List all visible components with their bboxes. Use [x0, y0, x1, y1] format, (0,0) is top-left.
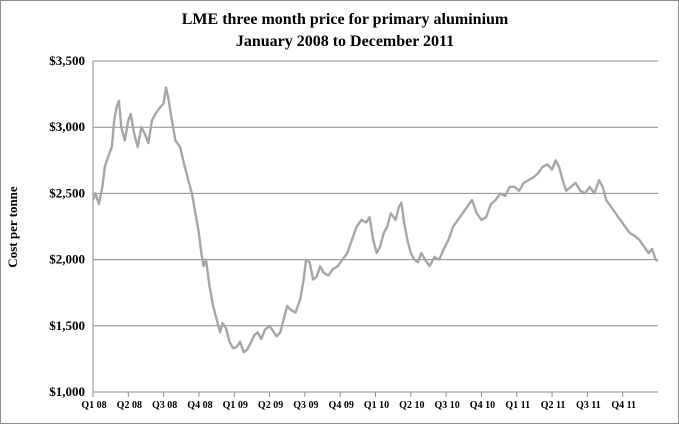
x-tick-label: Q1 09	[223, 400, 248, 411]
x-tick-label: Q1 08	[81, 400, 106, 411]
series-group	[91, 86, 659, 354]
x-tick-label: Q4 09	[329, 400, 354, 411]
chart-subtitle: January 2008 to December 2011	[236, 33, 454, 50]
x-tick-label: Q3 08	[152, 400, 177, 411]
x-tick-label: Q4 11	[611, 400, 636, 411]
x-tick-label: Q3 11	[576, 400, 601, 411]
x-tick-label: Q4 08	[187, 400, 212, 411]
y-tick-label: $1,000	[49, 384, 85, 399]
y-axis-label: Cost per tonne	[5, 186, 20, 268]
x-tick-label: Q2 09	[258, 400, 283, 411]
x-tick-label: Q1 11	[505, 400, 530, 411]
y-tick-label: $3,000	[49, 119, 85, 134]
y-tick-label: $1,500	[49, 318, 85, 333]
x-tick-label: Q3 09	[293, 400, 318, 411]
x-tick-label: Q3 10	[434, 400, 459, 411]
x-tick-label: Q2 08	[117, 400, 142, 411]
y-tick-labels: $1,000 $1,500 $2,000 $2,500 $3,000 $3,500	[49, 53, 85, 399]
x-tick-label: Q2 10	[399, 400, 424, 411]
y-tick-label: $3,500	[49, 53, 85, 68]
x-tick-label: Q4 10	[470, 400, 495, 411]
x-tick-labels: Q1 08 Q2 08 Q3 08 Q4 08 Q1 09 Q2 09 Q3 09 Q4 09…	[81, 392, 636, 411]
chart-title: LME three month price for primary alumin…	[182, 11, 509, 28]
x-tick-label: Q1 10	[364, 400, 389, 411]
x-tick-label: Q2 11	[541, 400, 566, 411]
y-tick-label: $2,500	[49, 185, 85, 200]
y-tick-label: $2,000	[49, 252, 85, 267]
gridlines	[92, 60, 658, 393]
series-line-0	[91, 86, 659, 354]
